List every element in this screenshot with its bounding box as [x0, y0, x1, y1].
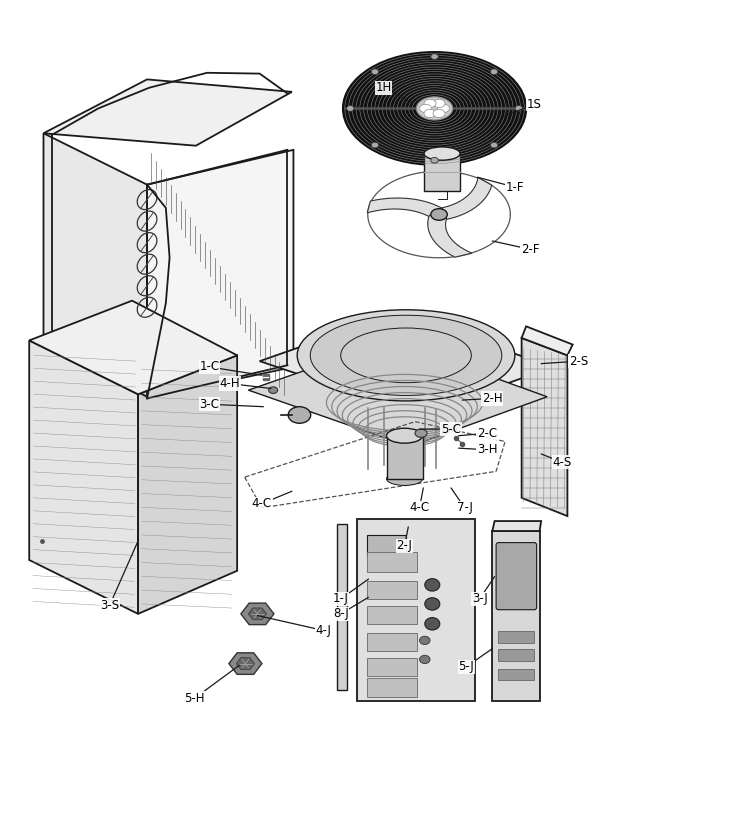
- Text: 4-J: 4-J: [257, 616, 332, 637]
- Polygon shape: [387, 436, 423, 479]
- Ellipse shape: [387, 472, 423, 486]
- Ellipse shape: [371, 69, 379, 75]
- Polygon shape: [428, 215, 472, 257]
- Ellipse shape: [424, 110, 436, 118]
- Polygon shape: [367, 552, 417, 573]
- Polygon shape: [499, 650, 534, 662]
- Polygon shape: [424, 154, 460, 191]
- Text: 1-J: 1-J: [333, 579, 368, 605]
- Polygon shape: [367, 581, 417, 599]
- Ellipse shape: [425, 579, 440, 591]
- Text: 3-J: 3-J: [472, 577, 495, 605]
- Polygon shape: [499, 632, 534, 643]
- Text: 8-J: 8-J: [333, 598, 368, 620]
- Ellipse shape: [425, 598, 440, 610]
- Ellipse shape: [347, 105, 354, 111]
- Ellipse shape: [288, 407, 311, 423]
- Text: 7-J: 7-J: [451, 488, 472, 515]
- Ellipse shape: [433, 100, 445, 108]
- Text: 4-S: 4-S: [541, 454, 572, 469]
- Ellipse shape: [433, 110, 445, 118]
- Text: 4-C: 4-C: [410, 488, 429, 515]
- Polygon shape: [29, 340, 138, 614]
- Text: 5-J: 5-J: [458, 649, 493, 673]
- Ellipse shape: [424, 147, 460, 160]
- Ellipse shape: [417, 97, 453, 120]
- Ellipse shape: [424, 100, 436, 108]
- Polygon shape: [138, 355, 237, 614]
- Polygon shape: [367, 678, 417, 696]
- Polygon shape: [241, 603, 274, 625]
- Ellipse shape: [343, 52, 526, 165]
- Ellipse shape: [490, 142, 498, 148]
- Polygon shape: [229, 653, 262, 674]
- Ellipse shape: [490, 69, 498, 75]
- Text: 5-C: 5-C: [420, 422, 461, 436]
- Text: 1S: 1S: [504, 98, 541, 117]
- Polygon shape: [147, 150, 293, 398]
- Polygon shape: [357, 519, 475, 701]
- Ellipse shape: [268, 387, 277, 393]
- Ellipse shape: [371, 142, 379, 148]
- Polygon shape: [29, 300, 237, 394]
- Polygon shape: [367, 633, 417, 652]
- Text: 5-H: 5-H: [184, 665, 239, 705]
- Ellipse shape: [425, 618, 440, 630]
- Polygon shape: [367, 198, 443, 217]
- Text: 4-H: 4-H: [220, 377, 271, 390]
- Text: 3-C: 3-C: [199, 398, 263, 411]
- Ellipse shape: [297, 310, 515, 401]
- Text: 1-F: 1-F: [478, 177, 524, 193]
- Text: 1H: 1H: [375, 81, 412, 103]
- Ellipse shape: [415, 429, 427, 437]
- Polygon shape: [493, 531, 540, 701]
- Polygon shape: [367, 658, 417, 676]
- Polygon shape: [248, 608, 266, 620]
- Ellipse shape: [431, 54, 438, 60]
- Polygon shape: [259, 313, 553, 415]
- Ellipse shape: [387, 428, 423, 443]
- Ellipse shape: [431, 208, 447, 220]
- Ellipse shape: [420, 637, 430, 645]
- Polygon shape: [499, 668, 534, 680]
- Text: 1-C: 1-C: [199, 360, 262, 375]
- Polygon shape: [44, 134, 147, 398]
- Text: 2-J: 2-J: [396, 527, 412, 553]
- FancyBboxPatch shape: [496, 543, 537, 610]
- Polygon shape: [441, 178, 492, 220]
- Ellipse shape: [431, 158, 438, 164]
- Text: 2-C: 2-C: [459, 427, 497, 440]
- Polygon shape: [367, 606, 417, 624]
- Ellipse shape: [420, 105, 432, 113]
- Polygon shape: [248, 340, 547, 447]
- Polygon shape: [367, 535, 406, 556]
- Ellipse shape: [420, 656, 430, 663]
- Ellipse shape: [311, 315, 502, 395]
- Polygon shape: [236, 657, 254, 670]
- Polygon shape: [337, 525, 347, 690]
- Text: 3-S: 3-S: [100, 541, 138, 612]
- Ellipse shape: [438, 105, 450, 113]
- Polygon shape: [522, 338, 568, 516]
- Text: 2-H: 2-H: [462, 392, 502, 405]
- Polygon shape: [493, 521, 541, 531]
- Text: 2-S: 2-S: [541, 354, 588, 368]
- Text: 2-F: 2-F: [493, 241, 539, 256]
- Text: 4-C: 4-C: [252, 491, 292, 510]
- Text: 3-H: 3-H: [459, 443, 497, 457]
- Polygon shape: [44, 80, 292, 146]
- Polygon shape: [522, 326, 573, 355]
- Ellipse shape: [515, 105, 523, 111]
